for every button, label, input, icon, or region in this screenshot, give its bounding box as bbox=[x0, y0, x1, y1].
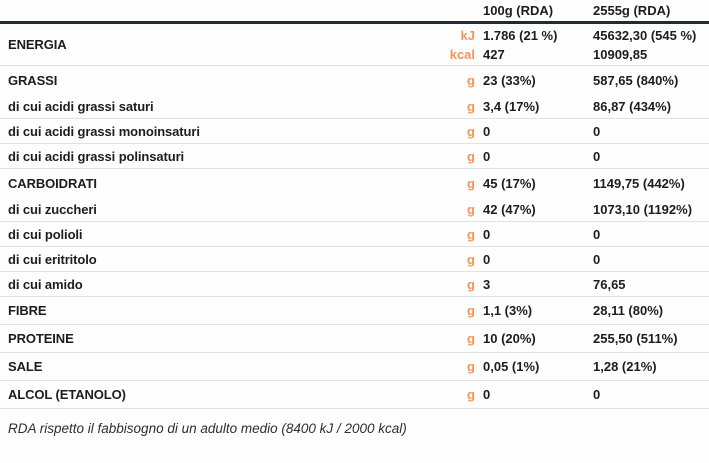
value-2555g: 28,11 (80%) bbox=[593, 303, 664, 318]
unit-cell: g bbox=[467, 387, 475, 402]
nutrition-table: 100g (RDA) 2555g (RDA) ENERGIA kJ kcal 1… bbox=[0, 0, 709, 436]
value-100g: 0,05 (1%) bbox=[483, 359, 540, 374]
table-row-eritritolo: di cui eritritolo g 0 0 bbox=[0, 247, 709, 272]
table-row-polioli: di cui polioli g 0 0 bbox=[0, 222, 709, 247]
value-kcal-2555g: 10909,85 bbox=[593, 46, 648, 62]
row-label: di cui acidi grassi saturi bbox=[8, 98, 154, 114]
value-2555g: 0 bbox=[593, 123, 601, 139]
table-row-carboidrati: CARBOIDRATI g 45 (17%) 1149,75 (442%) bbox=[0, 169, 709, 197]
row-label: di cui acidi grassi polinsaturi bbox=[8, 148, 185, 164]
row-label: di cui acidi grassi monoinsaturi bbox=[8, 123, 200, 139]
column-header-2555g: 2555g (RDA) bbox=[593, 3, 671, 18]
table-row-polinsaturi: di cui acidi grassi polinsaturi g 0 0 bbox=[0, 144, 709, 169]
unit-cell: g bbox=[467, 201, 475, 217]
value-2555g: 255,50 (511%) bbox=[593, 331, 678, 346]
unit-cell: g bbox=[467, 148, 475, 164]
unit-cell: g bbox=[467, 175, 475, 191]
header-spacer bbox=[0, 18, 433, 21]
value-100g: 10 (20%) bbox=[483, 331, 536, 346]
table-header-row: 100g (RDA) 2555g (RDA) bbox=[0, 0, 709, 24]
table-row-energia: ENERGIA kJ kcal 1.786 (21 %) 427 45632,3… bbox=[0, 24, 709, 66]
unit-cell: g bbox=[467, 251, 475, 267]
row-label: di cui polioli bbox=[8, 226, 83, 242]
row-label: SALE bbox=[8, 359, 43, 374]
value-100g: 0 bbox=[483, 251, 491, 267]
value-2555g: 76,65 bbox=[593, 276, 626, 292]
row-label: di cui amido bbox=[8, 276, 83, 292]
table-row-proteine: PROTEINE g 10 (20%) 255,50 (511%) bbox=[0, 325, 709, 353]
value-100g: 0 bbox=[483, 387, 491, 402]
value-100g: 0 bbox=[483, 226, 491, 242]
unit-cell: g bbox=[467, 226, 475, 242]
unit-kj: kJ bbox=[460, 27, 475, 43]
table-row-fibre: FIBRE g 1,1 (3%) 28,11 (80%) bbox=[0, 297, 709, 325]
unit-cell: g bbox=[467, 98, 475, 114]
unit-cell: g bbox=[467, 276, 475, 292]
unit-cell: g bbox=[467, 72, 475, 88]
row-label: di cui eritritolo bbox=[8, 251, 97, 267]
row-label: CARBOIDRATI bbox=[8, 175, 97, 191]
value-2555g: 1,28 (21%) bbox=[593, 359, 657, 374]
header-unit-spacer bbox=[433, 18, 483, 21]
value-2555g: 1149,75 (442%) bbox=[593, 175, 685, 191]
row-label: ALCOL (ETANOLO) bbox=[8, 387, 126, 402]
value-100g: 23 (33%) bbox=[483, 72, 536, 88]
value-2555g: 0 bbox=[593, 226, 601, 242]
value-2555g: 587,65 (840%) bbox=[593, 72, 679, 88]
value-kj-100g: 1.786 (21 %) bbox=[483, 27, 558, 43]
column-header-100g: 100g (RDA) bbox=[483, 3, 554, 18]
table-row-zuccheri: di cui zuccheri g 42 (47%) 1073,10 (1192… bbox=[0, 197, 709, 222]
unit-cell: g bbox=[467, 303, 475, 318]
row-label: FIBRE bbox=[8, 303, 47, 318]
value-2555g: 0 bbox=[593, 251, 601, 267]
value-100g: 3 bbox=[483, 276, 491, 292]
value-100g: 0 bbox=[483, 148, 491, 164]
unit-cell: g bbox=[467, 359, 475, 374]
row-label: ENERGIA bbox=[8, 37, 67, 52]
unit-kcal: kcal bbox=[449, 46, 475, 62]
row-label: di cui zuccheri bbox=[8, 201, 97, 217]
row-label: PROTEINE bbox=[8, 331, 74, 346]
value-100g: 45 (17%) bbox=[483, 175, 536, 191]
table-row-amido: di cui amido g 3 76,65 bbox=[0, 272, 709, 297]
value-2555g: 45632,30 (545 %) 10909,85 bbox=[593, 26, 709, 64]
unit-cell: kJ kcal bbox=[433, 26, 483, 64]
table-row-alcol: ALCOL (ETANOLO) g 0 0 bbox=[0, 381, 709, 409]
value-100g: 3,4 (17%) bbox=[483, 98, 540, 114]
row-label: GRASSI bbox=[8, 72, 58, 88]
value-2555g: 0 bbox=[593, 148, 601, 164]
table-row-monoinsaturi: di cui acidi grassi monoinsaturi g 0 0 bbox=[0, 119, 709, 144]
table-row-grassi: GRASSI g 23 (33%) 587,65 (840%) bbox=[0, 66, 709, 94]
value-100g: 1.786 (21 %) 427 bbox=[483, 26, 593, 64]
table-row-sale: SALE g 0,05 (1%) 1,28 (21%) bbox=[0, 353, 709, 381]
unit-cell: g bbox=[467, 331, 475, 346]
value-100g: 42 (47%) bbox=[483, 201, 536, 217]
value-2555g: 0 bbox=[593, 387, 601, 402]
value-2555g: 1073,10 (1192%) bbox=[593, 201, 693, 217]
value-2555g: 86,87 (434%) bbox=[593, 98, 672, 114]
value-kcal-100g: 427 bbox=[483, 46, 505, 62]
unit-cell: g bbox=[467, 123, 475, 139]
value-kj-2555g: 45632,30 (545 %) bbox=[593, 27, 697, 43]
value-100g: 0 bbox=[483, 123, 491, 139]
table-row-saturi: di cui acidi grassi saturi g 3,4 (17%) 8… bbox=[0, 94, 709, 119]
rda-footnote: RDA rispetto il fabbisogno di un adulto … bbox=[8, 421, 407, 436]
value-100g: 1,1 (3%) bbox=[483, 303, 533, 318]
